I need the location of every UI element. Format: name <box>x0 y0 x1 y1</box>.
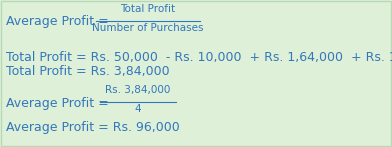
Text: Total Profit: Total Profit <box>120 4 176 14</box>
Text: Average Profit =: Average Profit = <box>6 96 113 110</box>
Text: Rs. 3,84,000: Rs. 3,84,000 <box>105 85 171 95</box>
Text: Total Profit = Rs. 50,000  - Rs. 10,000  + Rs. 1,64,000  + Rs. 1,80,000: Total Profit = Rs. 50,000 - Rs. 10,000 +… <box>6 51 392 64</box>
Text: Total Profit = Rs. 3,84,000: Total Profit = Rs. 3,84,000 <box>6 66 170 78</box>
Text: Average Profit =: Average Profit = <box>6 15 113 29</box>
Text: 4: 4 <box>135 104 141 114</box>
Text: Average Profit = Rs. 96,000: Average Profit = Rs. 96,000 <box>6 121 180 133</box>
Text: Number of Purchases: Number of Purchases <box>92 23 204 33</box>
